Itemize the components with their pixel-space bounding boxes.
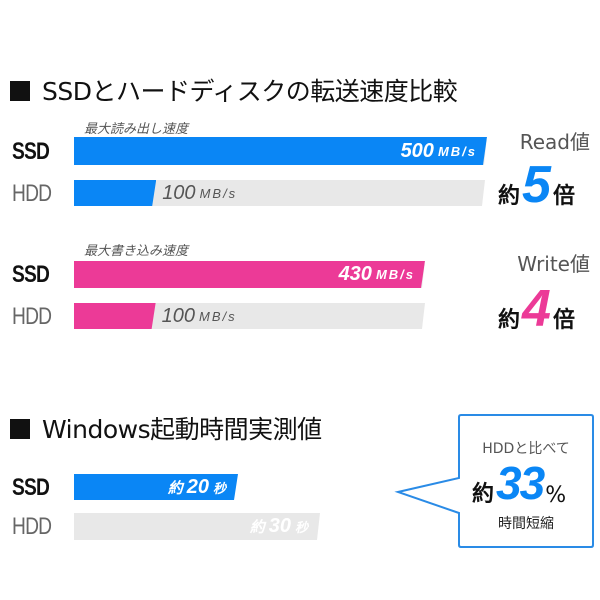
value-unit: MB/s	[437, 143, 477, 159]
read-ssd-label: SSD	[12, 138, 50, 165]
value-label: 430 MB/s	[339, 261, 415, 288]
callout-bubble	[394, 414, 594, 548]
value-label: 100 MB/s	[162, 303, 237, 329]
read-ssd-bar-track: 500 MB/s	[74, 137, 487, 165]
ssd-bar	[74, 261, 425, 288]
boot-hdd-label: HDD	[12, 513, 52, 540]
write-ssd-bar-track: 430 MB/s	[74, 261, 425, 288]
value-number: 20	[186, 475, 209, 498]
boot-ssd-bar-area: 約 20 秒	[74, 474, 320, 500]
value-unit: MB/s	[199, 308, 237, 324]
ratio-number: 5	[522, 156, 551, 214]
value-unit: 秒	[212, 480, 228, 496]
write-hdd-bar-track: 100 MB/s	[74, 303, 425, 329]
boot-section-title: Windows起動時間実測値	[10, 410, 322, 446]
title-text: Windows起動時間実測値	[42, 415, 322, 444]
write-ratio-label: Write値	[517, 252, 590, 276]
hdd-bar	[74, 303, 156, 329]
read-hdd-bar-track: 100 MB/s	[74, 180, 485, 206]
ssd-bar	[74, 474, 238, 500]
value-unit: MB/s	[375, 267, 415, 282]
read-ratio-label: Read値	[519, 130, 590, 154]
transfer-section-title: SSDとハードディスクの転送速度比較	[10, 72, 458, 108]
square-bullet-icon	[10, 419, 30, 439]
value-label: 100 MB/s	[162, 180, 237, 206]
ratio-suffix: %	[545, 483, 567, 508]
value-number: 100	[161, 304, 195, 327]
value-number: 30	[268, 515, 291, 537]
ratio-prefix: 約	[498, 308, 521, 333]
callout-line1: HDDと比べて	[482, 441, 570, 457]
title-text: SSDとハードディスクの転送速度比較	[42, 77, 458, 106]
value-number: 500	[400, 139, 434, 162]
value-unit: MB/s	[199, 185, 238, 201]
value-label: 約 30 秒	[249, 515, 310, 537]
square-bullet-icon	[10, 81, 30, 101]
value-number: 100	[162, 181, 196, 204]
callout-shape	[394, 414, 594, 548]
ssd-bar	[74, 137, 487, 165]
boot-hdd-bar-area: 約 30 秒	[74, 513, 320, 540]
write-subtitle: 最大書き込み速度	[84, 244, 189, 259]
write-ssd-label: SSD	[12, 261, 50, 288]
boot-ssd-label: SSD	[12, 474, 50, 501]
value-number: 430	[338, 263, 372, 285]
value-unit: 秒	[294, 520, 310, 535]
callout-line3: 時間短縮	[498, 516, 554, 532]
ratio-suffix: 倍	[552, 308, 575, 333]
value-label: 500 MB/s	[401, 137, 477, 165]
read-subtitle: 最大読み出し速度	[84, 122, 189, 137]
callout-percent: 約 33%	[472, 458, 566, 508]
hdd-bar	[74, 180, 156, 206]
ratio-prefix: 約	[498, 184, 521, 209]
ratio-number: 4	[522, 280, 551, 338]
ratio-number: 33	[496, 457, 545, 509]
ratio-suffix: 倍	[552, 184, 575, 209]
value-label: 約 20 秒	[167, 475, 228, 498]
write-hdd-label: HDD	[12, 303, 52, 330]
read-hdd-label: HDD	[12, 180, 52, 207]
ratio-prefix: 約	[472, 482, 495, 507]
